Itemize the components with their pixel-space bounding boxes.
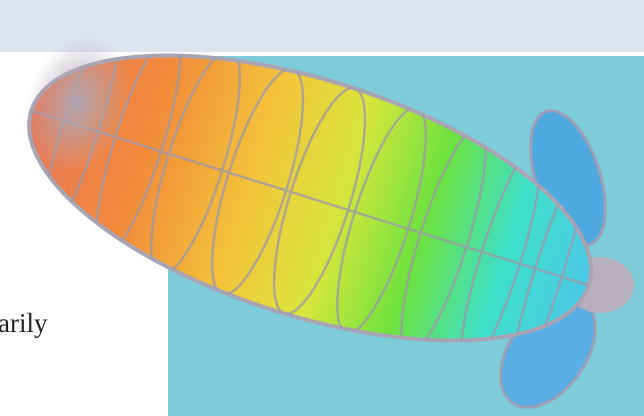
body-text: arily xyxy=(0,308,48,338)
lobe-cap xyxy=(25,35,130,173)
